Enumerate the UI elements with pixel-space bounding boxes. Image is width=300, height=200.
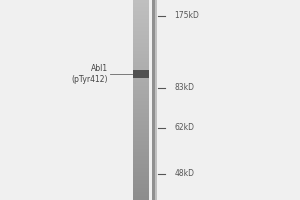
Text: 48kD: 48kD: [175, 170, 195, 178]
Text: 175kD: 175kD: [175, 11, 200, 21]
Text: 83kD: 83kD: [175, 84, 195, 92]
Text: 62kD: 62kD: [175, 123, 195, 132]
Text: Abl1
(pTyr412): Abl1 (pTyr412): [71, 64, 108, 84]
